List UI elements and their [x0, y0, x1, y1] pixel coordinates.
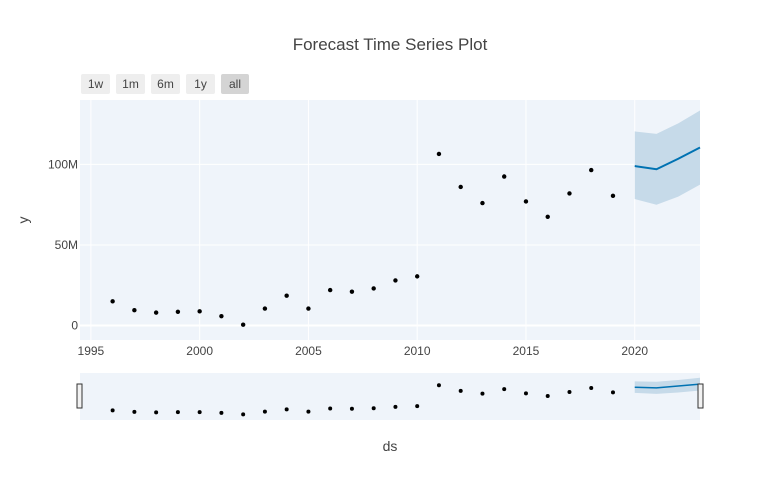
slider-forecast-line [634, 383, 701, 389]
x-tick-label: 1995 [78, 344, 105, 358]
x-tick-label: 2000 [186, 344, 213, 358]
slider-point [132, 409, 137, 414]
slider-point [284, 407, 289, 412]
y-tick-label: 50M [55, 238, 78, 252]
observed-point [414, 274, 420, 279]
observed-point [219, 313, 224, 319]
forecast-line [634, 146, 701, 171]
slider-point [175, 410, 180, 415]
x-tick-label: 2005 [295, 344, 322, 358]
x-axis-label: ds [383, 438, 398, 454]
observed-point [240, 322, 246, 327]
slider-point [110, 408, 115, 413]
chart-title: Forecast Time Series Plot [293, 35, 488, 54]
slider-point [393, 404, 398, 409]
forecast-uncertainty-band [634, 110, 700, 205]
slider-point [349, 406, 354, 411]
y-tick-labels: 0 50M 100M [48, 157, 78, 332]
observed-point [262, 306, 268, 311]
slider-point [262, 409, 267, 414]
slider-point [219, 410, 224, 415]
observed-point [349, 289, 355, 294]
x-tick-label: 2010 [404, 344, 431, 358]
plot-area[interactable] [80, 100, 700, 340]
range-button-1y[interactable]: 1y [186, 74, 215, 94]
slider-point [610, 390, 615, 395]
slider-point [328, 406, 333, 411]
observed-point [567, 191, 572, 196]
observed-points-layer [110, 151, 616, 327]
observed-point [110, 299, 115, 304]
y-tick-label: 0 [71, 319, 78, 333]
range-button-all[interactable]: all [221, 74, 249, 94]
x-tick-labels: 1995 2000 2005 2010 2015 2020 [78, 344, 649, 358]
x-tick-label: 2020 [621, 344, 648, 358]
observed-point [327, 287, 333, 293]
slider-point [523, 391, 528, 396]
slider-point [502, 387, 507, 392]
observed-point [436, 151, 442, 157]
range-slider-right-handle[interactable] [697, 383, 704, 409]
y-axis-label: y [15, 217, 31, 224]
observed-point [153, 310, 159, 315]
slider-point [415, 404, 420, 409]
observed-point [371, 286, 376, 291]
observed-point [306, 306, 311, 311]
range-button-1w[interactable]: 1w [81, 74, 110, 94]
range-button-1m[interactable]: 1m [116, 74, 145, 94]
observed-point [502, 174, 507, 179]
forecast-line-layer [634, 146, 701, 171]
observed-point [132, 308, 137, 313]
x-tick-label: 2015 [513, 344, 540, 358]
observed-point [175, 309, 181, 315]
range-slider[interactable] [80, 373, 700, 420]
observed-point [589, 167, 594, 173]
slider-point [436, 383, 441, 388]
slider-point [197, 410, 202, 415]
slider-point [306, 409, 311, 414]
slider-point [589, 385, 594, 390]
observed-point [545, 214, 550, 219]
observed-point [284, 293, 289, 298]
forecast-band-layer [634, 110, 700, 205]
range-slider-points-layer [110, 383, 615, 417]
range-button-6m[interactable]: 6m [151, 74, 180, 94]
slider-point [567, 389, 572, 394]
range-slider-left-handle[interactable] [76, 383, 83, 409]
slider-point [545, 393, 550, 398]
slider-point [371, 406, 376, 411]
y-tick-label: 100M [48, 157, 78, 171]
observed-point [610, 193, 616, 199]
slider-point [458, 388, 463, 393]
slider-forecast-band [634, 377, 700, 394]
observed-point [523, 199, 529, 204]
range-slider-line-layer [634, 383, 701, 389]
observed-point [393, 278, 398, 283]
range-slider-band-layer [634, 377, 700, 394]
observed-point [197, 309, 202, 314]
slider-point [154, 410, 159, 415]
observed-point [458, 184, 463, 190]
observed-point [480, 200, 485, 206]
gridlines [80, 100, 700, 340]
slider-point [241, 412, 246, 417]
slider-point [480, 391, 485, 396]
